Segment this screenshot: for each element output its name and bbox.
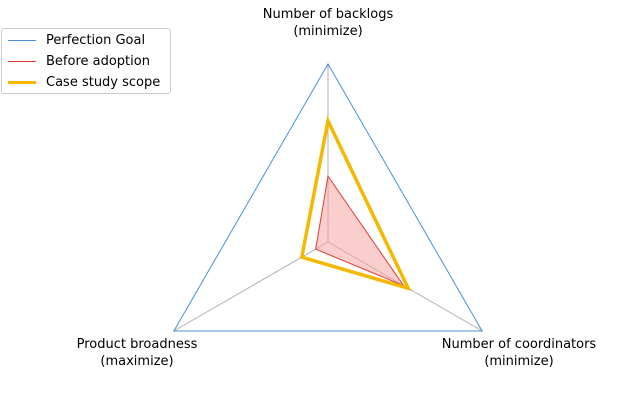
axis-label-product-broadness: Product broadness <box>77 337 198 352</box>
axis-sublabel-coordinators: (minimize) <box>484 354 553 369</box>
legend: Perfection Goal Before adoption Case stu… <box>1 28 171 94</box>
axis-label-backlogs: Number of backlogs <box>263 7 394 22</box>
legend-label-case-study-scope: Case study scope <box>46 74 161 90</box>
axis-label-coordinators: Number of coordinators <box>442 337 597 352</box>
legend-swatch-perfection-goal <box>8 39 36 41</box>
legend-label-perfection-goal: Perfection Goal <box>46 32 146 48</box>
series-layer <box>172 63 484 332</box>
legend-label-before-adoption: Before adoption <box>46 53 150 69</box>
series-polygon-perfection-goal <box>172 63 484 332</box>
series-polygon-before-adoption <box>315 174 405 287</box>
axis-sublabel-product-broadness: (maximize) <box>100 354 173 369</box>
legend-swatch-case-study-scope <box>8 80 36 84</box>
axis-spoke-product-broadness <box>173 241 329 332</box>
axis-sublabel-backlogs: (minimize) <box>293 24 362 39</box>
legend-item-before-adoption: Before adoption <box>8 52 150 70</box>
legend-item-perfection-goal: Perfection Goal <box>8 31 145 49</box>
legend-item-case-study-scope: Case study scope <box>8 73 160 91</box>
series-polygon-case-study-scope <box>299 115 412 292</box>
legend-swatch-before-adoption <box>8 60 36 62</box>
